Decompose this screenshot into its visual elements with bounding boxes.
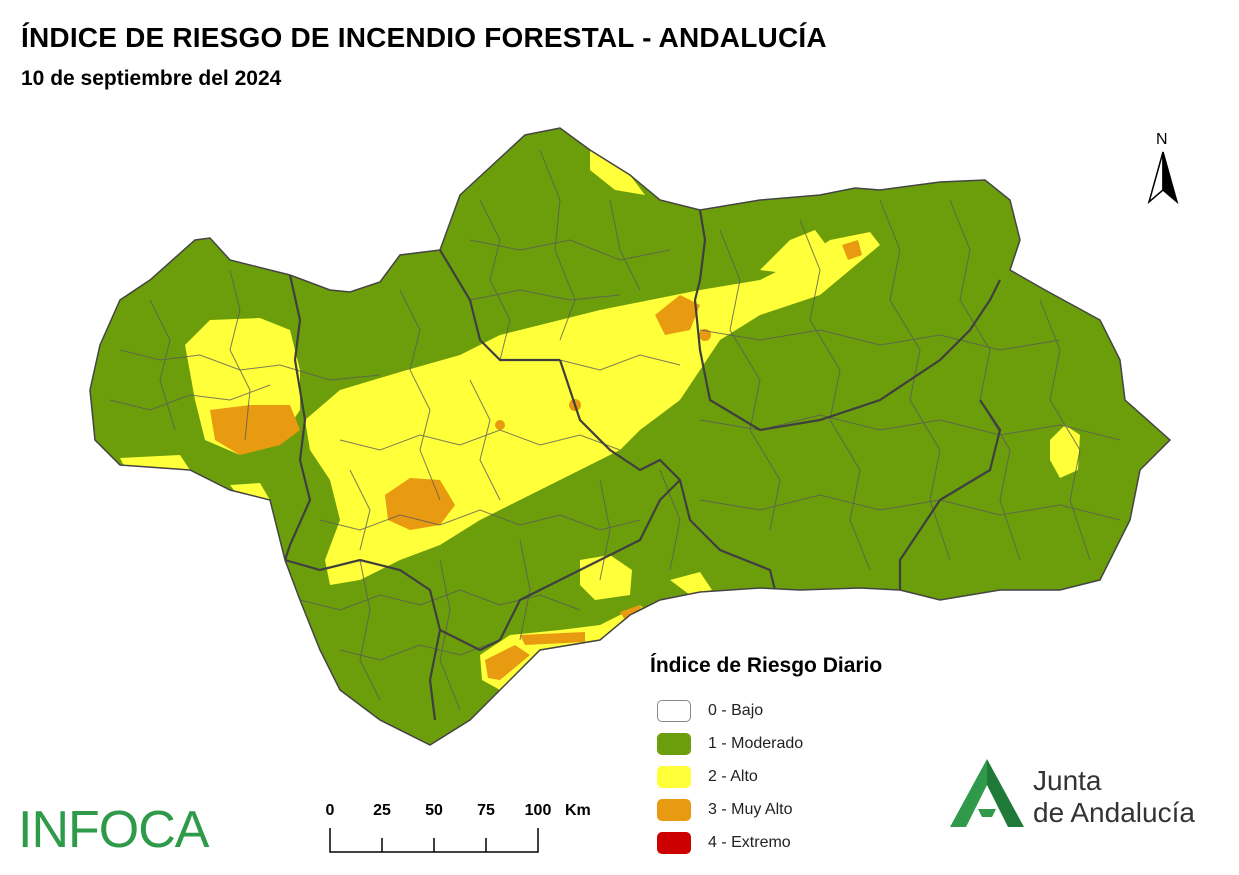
north-label: N	[1156, 131, 1168, 148]
junta-line2: de Andalucía	[1033, 797, 1195, 828]
scale-unit: Km	[565, 802, 591, 819]
infoca-logo: INFOCA	[18, 801, 209, 859]
legend-item-moderado: 1 - Moderado	[650, 727, 950, 760]
scale-tick-label: 50	[425, 802, 443, 819]
legend-item-muy-alto: 3 - Muy Alto	[650, 793, 950, 826]
legend-item-bajo: 0 - Bajo	[650, 694, 950, 727]
legend-label: 3 - Muy Alto	[708, 800, 793, 818]
legend-swatch	[657, 732, 691, 755]
scale-tick-label: 75	[477, 802, 495, 819]
legend-swatch	[657, 765, 691, 788]
legend-swatch	[657, 831, 691, 854]
legend: Índice de Riesgo Diario 0 - Bajo 1 - Mod…	[650, 654, 950, 859]
map-title: ÍNDICE DE RIESGO DE INCENDIO FORESTAL - …	[21, 22, 827, 53]
junta-logo-text: Junta de Andalucía	[1033, 765, 1195, 829]
legend-label: 4 - Extremo	[708, 833, 791, 851]
legend-swatch	[657, 699, 691, 722]
junta-line1: Junta	[1033, 765, 1102, 796]
legend-item-extremo: 4 - Extremo	[650, 826, 950, 859]
legend-label: 0 - Bajo	[708, 701, 764, 719]
scale-bar: 0 25 50 75 100 Km	[320, 800, 620, 860]
legend-label: 1 - Moderado	[708, 734, 804, 752]
legend-swatch	[657, 798, 691, 821]
legend-item-alto: 2 - Alto	[650, 760, 950, 793]
scale-tick-label: 0	[325, 802, 335, 819]
junta-logo-icon	[950, 759, 1024, 827]
legend-label: 2 - Alto	[708, 767, 758, 785]
scale-bar-graphic	[329, 828, 539, 853]
scale-tick-label: 25	[373, 802, 391, 819]
legend-title: Índice de Riesgo Diario	[650, 654, 883, 677]
map-date: 10 de septiembre del 2024	[21, 67, 282, 90]
scale-tick-label: 100	[524, 802, 552, 819]
junta-de-andalucia-logo: Junta de Andalucía	[948, 757, 1218, 832]
north-arrow-icon	[1147, 151, 1179, 205]
